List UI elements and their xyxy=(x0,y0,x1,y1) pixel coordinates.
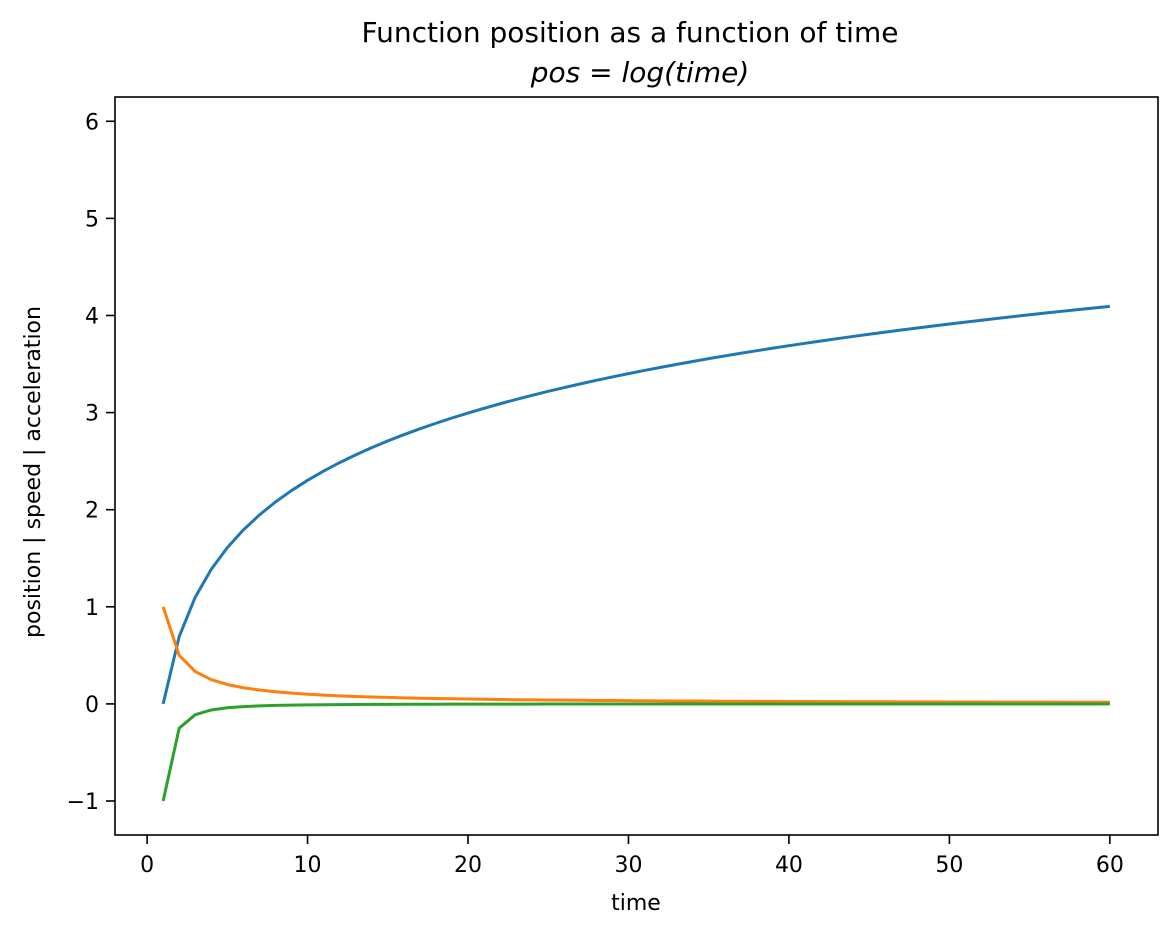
y-axis-label: position | speed | acceleration xyxy=(21,306,46,638)
series-line-speed xyxy=(161,606,1110,704)
y-axis-ticks: −1 0 1 2 3 4 5 6 xyxy=(67,110,115,815)
plot-frame xyxy=(114,96,1159,836)
series-line-position xyxy=(161,304,1111,705)
x-tick-label: 30 xyxy=(614,853,642,878)
x-tick-label: 60 xyxy=(1096,853,1124,878)
x-tick-label: 10 xyxy=(294,853,322,878)
x-axis-ticks: 0 10 20 30 40 50 60 xyxy=(140,835,1124,878)
y-tick-label: 2 xyxy=(85,499,99,524)
x-tick-label: 40 xyxy=(775,853,803,878)
plot-lines xyxy=(161,304,1111,802)
y-tick-label: −1 xyxy=(67,790,99,815)
y-tick-label: 0 xyxy=(85,693,99,718)
y-tick-label: 1 xyxy=(85,596,99,621)
x-tick-label: 20 xyxy=(454,853,482,878)
y-tick-label: 3 xyxy=(85,402,99,427)
y-tick-label: 6 xyxy=(85,110,99,135)
x-tick-label: 0 xyxy=(140,853,154,878)
x-tick-label: 50 xyxy=(935,853,963,878)
y-tick-label: 4 xyxy=(85,304,99,329)
series-line-acceleration xyxy=(161,702,1110,802)
chart-title: Function position as a function of time xyxy=(362,16,899,49)
x-axis-label: time xyxy=(611,891,661,916)
chart-subtitle: pos = log(time) xyxy=(530,56,750,89)
y-tick-label: 5 xyxy=(85,207,99,232)
